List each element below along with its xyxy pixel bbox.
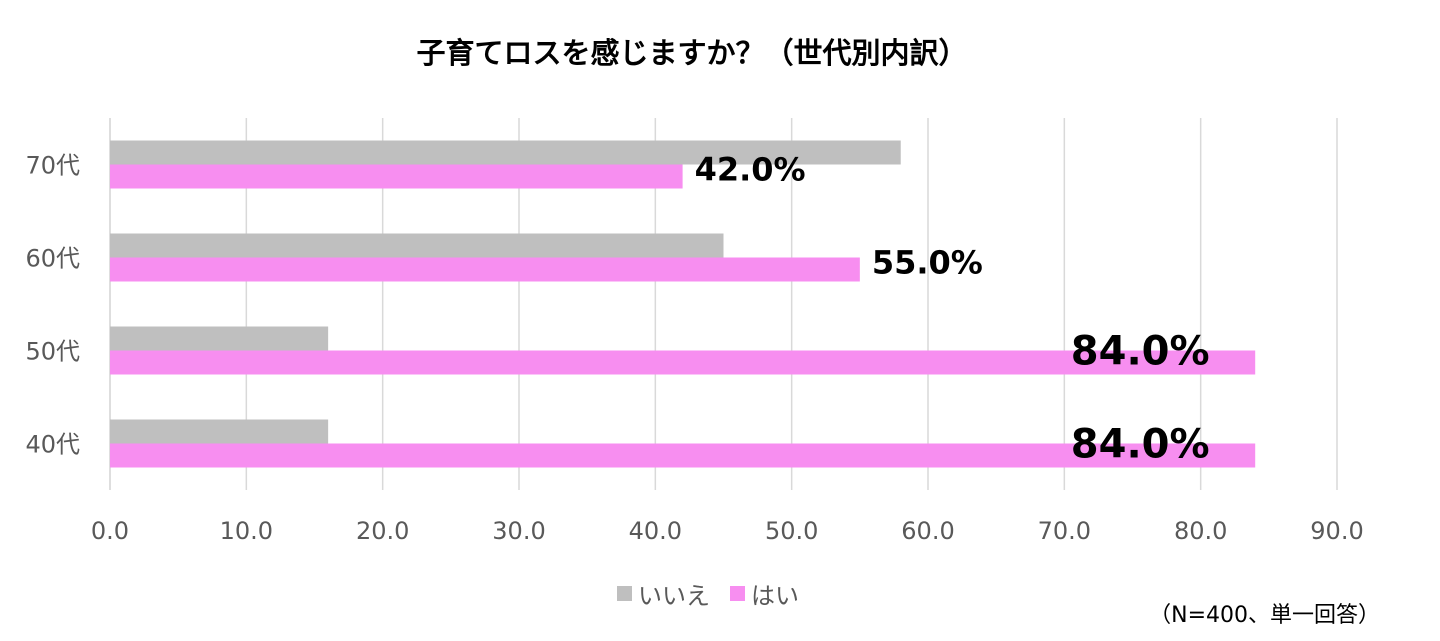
bars [110, 140, 1256, 468]
category-labels: 70代 60代 50代 40代 [25, 152, 80, 459]
data-label: 84.0% [1071, 422, 1210, 468]
data-label: 55.0% [872, 244, 983, 282]
category-label: 40代 [25, 431, 80, 459]
legend-label-no: いいえ [638, 582, 710, 610]
x-tick-label: 70.0 [1038, 517, 1091, 545]
x-tick-label: 80.0 [1174, 517, 1227, 545]
legend-label-yes: はい [751, 582, 799, 610]
x-tick-label: 90.0 [1310, 517, 1363, 545]
x-axis-tick-labels: 0.0 10.0 20.0 30.0 40.0 50.0 60.0 70.0 80.0 90.0 [91, 517, 1364, 545]
bar-no [110, 419, 329, 444]
data-label: 42.0% [695, 151, 806, 189]
legend-swatch-yes [730, 586, 745, 601]
x-tick-label: 40.0 [629, 517, 682, 545]
bar-no [110, 140, 901, 165]
legend-swatch-no [617, 586, 632, 601]
legend: いいえ はい [0, 576, 1416, 611]
category-label: 60代 [25, 245, 80, 273]
category-label: 70代 [25, 152, 80, 180]
legend-item-no: いいえ [617, 576, 710, 611]
sample-size-note: （N=400、単一回答） [1149, 603, 1380, 628]
x-tick-label: 30.0 [492, 517, 545, 545]
bar-no [110, 326, 329, 351]
bar-no [110, 233, 724, 258]
bar-yes [110, 257, 860, 282]
chart-title: 子育てロスを感じますか？（世代別内訳） [416, 36, 968, 70]
bar-yes [110, 443, 1256, 468]
x-tick-label: 10.0 [220, 517, 273, 545]
data-label: 84.0% [1071, 329, 1210, 375]
x-tick-label: 0.0 [91, 517, 129, 545]
category-label: 50代 [25, 338, 80, 366]
x-tick-label: 50.0 [765, 517, 818, 545]
x-tick-label: 20.0 [356, 517, 409, 545]
legend-item-yes: はい [730, 576, 799, 611]
data-labels: 42.0% 55.0% 84.0% 84.0% [695, 151, 1210, 468]
bar-yes [110, 164, 683, 189]
bar-yes [110, 350, 1256, 375]
x-tick-label: 60.0 [901, 517, 954, 545]
